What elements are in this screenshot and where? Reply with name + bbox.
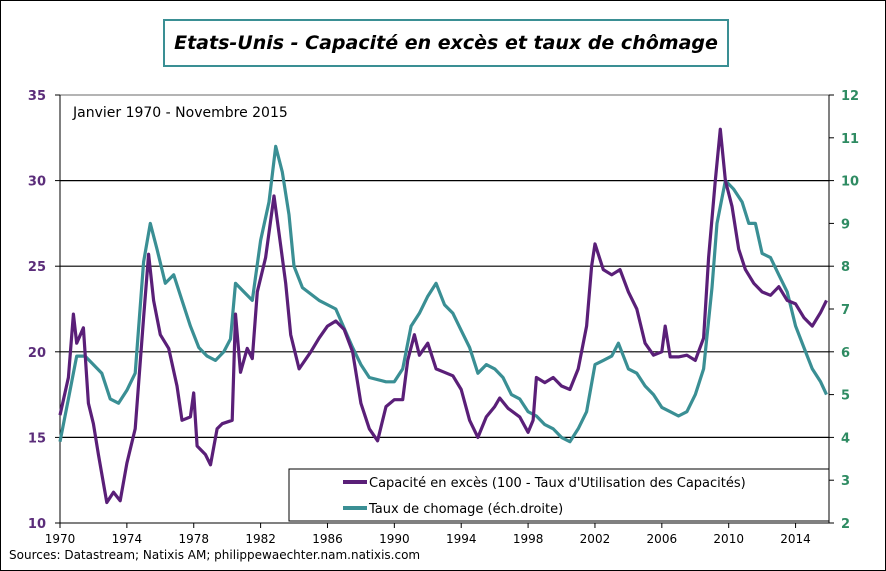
x-tick-label: 1994 [446,532,477,546]
x-tick-label: 1978 [178,532,209,546]
x-tick-label: 1970 [45,532,76,546]
x-tick-label: 2002 [580,532,611,546]
x-tick-label: 2014 [780,532,811,546]
legend-box [288,468,830,522]
y-right-tick-label: 10 [841,175,859,190]
y-right-tick-label: 3 [841,474,850,489]
y-left-tick-label: 30 [28,175,46,190]
y-right-tick-label: 4 [841,431,850,446]
y-left-tick-label: 15 [28,431,46,446]
legend: Capacité en excès (100 - Taux d'Utilisat… [288,468,830,522]
series-line-unemployment [58,144,828,444]
y-right-tick-label: 5 [841,389,850,404]
x-tick-label: 1986 [312,532,343,546]
y-right-tick-label: 9 [841,217,850,232]
y-right-tick-label: 7 [841,303,850,318]
x-tick-label: 1982 [245,532,276,546]
y-right-tick-label: 11 [841,132,859,147]
y-right-tick-label: 6 [841,346,850,361]
y-left-tick-label: 10 [28,517,46,532]
legend-label-capacity: Capacité en excès (100 - Taux d'Utilisat… [369,476,746,491]
chart-source: Sources: Datastream; Natixis AM; philipp… [9,548,421,562]
y-left-tick-label: 35 [28,89,46,104]
x-tick-label: 2010 [713,532,744,546]
series-line-capacity [58,127,828,505]
legend-label-unemployment: Taux de chomage (éch.droite) [368,502,563,517]
y-right-tick-label: 12 [841,89,859,104]
x-tick-label: 2006 [647,532,678,546]
y-left-tick-label: 25 [28,260,46,275]
x-tick-label: 1998 [513,532,544,546]
x-tick-label: 1974 [112,532,143,546]
y-right-tick-label: 8 [841,260,850,275]
y-right-tick-label: 2 [841,517,850,532]
chart-title: Etats-Unis - Capacité en excès et taux d… [163,19,729,67]
y-left-tick-label: 20 [28,346,46,361]
x-tick-label: 1990 [379,532,410,546]
chart-subtitle: Janvier 1970 - Novembre 2015 [72,105,288,121]
